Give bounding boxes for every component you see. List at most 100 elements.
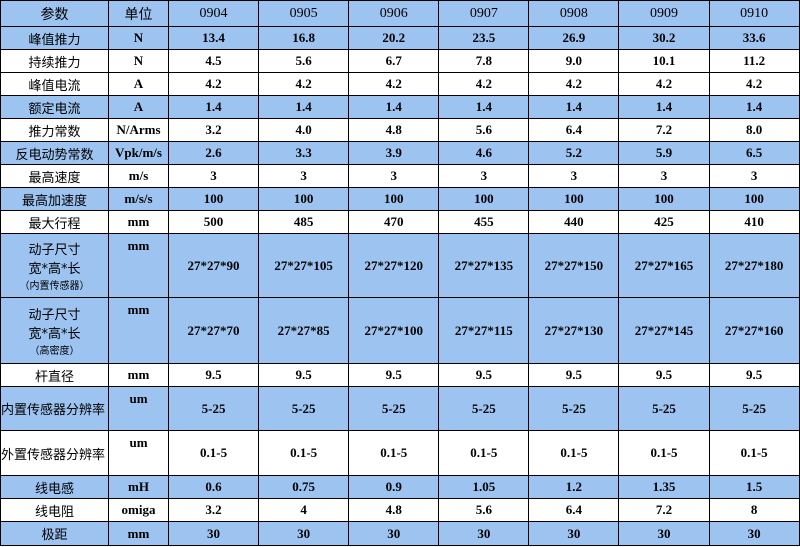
value-cell: 0.9: [348, 475, 440, 499]
value-cell: 5-25: [618, 386, 710, 431]
param-cell: 线电感: [0, 475, 109, 499]
value-cell: 1.4: [167, 95, 260, 119]
value-cell: 16.8: [258, 26, 350, 50]
unit-cell: N: [108, 26, 169, 50]
unit-cell: mm: [108, 521, 169, 546]
param-line: 峰值推力: [28, 32, 81, 48]
value-cell: 3: [708, 164, 800, 188]
unit-cell: um: [108, 430, 169, 476]
value-cell: 1.2: [528, 475, 620, 499]
value-cell: 6.5: [708, 141, 800, 165]
param-cell: 持续推力: [0, 49, 109, 73]
data-row: 线电阻 omiga 3.2 4 4.8 5.6 6.4 7.2 8: [0, 498, 800, 522]
unit-cell: mm: [108, 297, 169, 364]
value-cell: 4.8: [348, 498, 440, 522]
data-row: 动子尺寸 宽*高*长 （高密度） mm 27*27*70 27*27*85 27*27*10…: [0, 297, 800, 364]
param-line: 杆直径: [34, 369, 74, 385]
value-cell: 0.75: [258, 475, 350, 499]
value-cell: 27*27*135: [438, 233, 530, 298]
value-cell: 4.2: [528, 72, 620, 96]
value-cell: 27*27*120: [348, 233, 440, 298]
data-row: 线电感 mH 0.6 0.75 0.9 1.05 1.2 1.35 1.5: [0, 475, 800, 499]
param-line: 外置传感器分辨率: [1, 447, 106, 463]
value-cell: 500: [167, 210, 260, 234]
value-cell: 100: [708, 187, 800, 211]
value-cell: 9.5: [528, 363, 620, 387]
value-cell: 5-25: [258, 386, 350, 431]
value-cell: 5-25: [708, 386, 800, 431]
param-cell: 最高速度: [0, 164, 109, 188]
param-cell: 峰值电流: [0, 72, 109, 96]
unit-cell: omiga: [108, 498, 169, 522]
param-line: （高密度）: [29, 346, 80, 357]
unit-cell: Vpk/m/s: [108, 141, 169, 165]
value-cell: 30.2: [618, 26, 710, 50]
unit-cell: mm: [108, 363, 169, 387]
param-cell: 外置传感器分辨率: [0, 430, 109, 476]
value-cell: 3.3: [258, 141, 350, 165]
value-cell: 485: [258, 210, 350, 234]
value-cell: 30: [167, 521, 260, 546]
value-cell: 10.1: [618, 49, 710, 73]
value-cell: 1.4: [708, 95, 800, 119]
data-row: 最大行程 mm 500 485 470 455 440 425 410: [0, 210, 800, 234]
unit-cell: m/s/s: [108, 187, 169, 211]
value-cell: 4.6: [438, 141, 530, 165]
value-cell: 1.4: [348, 95, 440, 119]
header-cell: 0907: [438, 0, 530, 27]
value-cell: 5.6: [438, 118, 530, 142]
value-cell: 30: [528, 521, 620, 546]
header-cell: 0909: [618, 0, 710, 27]
param-cell: 反电动势常数: [0, 141, 109, 165]
header-cell: 参数: [0, 0, 109, 27]
value-cell: 7.2: [618, 498, 710, 522]
value-cell: 4.2: [167, 72, 260, 96]
value-cell: 0.1-5: [528, 430, 620, 476]
value-cell: 0.1-5: [438, 430, 530, 476]
param-cell: 内置传感器分辨率: [0, 386, 109, 431]
value-cell: 9.5: [618, 363, 710, 387]
value-cell: 455: [438, 210, 530, 234]
value-cell: 9.5: [348, 363, 440, 387]
param-line: 最高速度: [28, 170, 81, 186]
data-row: 峰值电流 A 4.2 4.2 4.2 4.2 4.2 4.2 4.2: [0, 72, 800, 96]
data-row: 峰值推力 N 13.4 16.8 20.2 23.5 26.9 30.2 33.6: [0, 26, 800, 50]
value-cell: 4.2: [618, 72, 710, 96]
value-cell: 1.4: [438, 95, 530, 119]
value-cell: 9.0: [528, 49, 620, 73]
unit-cell: mm: [108, 233, 169, 298]
param-line: 最高加速度: [21, 193, 87, 209]
value-cell: 5.6: [258, 49, 350, 73]
data-row: 最高加速度 m/s/s 100 100 100 100 100 100 100: [0, 187, 800, 211]
value-cell: 30: [258, 521, 350, 546]
value-cell: 100: [258, 187, 350, 211]
param-line: 线电阻: [34, 504, 74, 520]
value-cell: 5-25: [528, 386, 620, 431]
value-cell: 0.6: [167, 475, 260, 499]
param-cell: 额定电流: [0, 95, 109, 119]
header-cell: 单位: [108, 0, 169, 27]
value-cell: 5-25: [167, 386, 260, 431]
value-cell: 4.0: [258, 118, 350, 142]
param-line: 动子尺寸: [28, 308, 81, 323]
param-line: 极距: [41, 528, 68, 543]
value-cell: 23.5: [438, 26, 530, 50]
value-cell: 3: [618, 164, 710, 188]
value-cell: 3: [348, 164, 440, 188]
value-cell: 26.9: [528, 26, 620, 50]
value-cell: 0.1-5: [348, 430, 440, 476]
param-line: 额定电流: [28, 101, 81, 117]
value-cell: 7.2: [618, 118, 710, 142]
value-cell: 27*27*160: [708, 297, 800, 364]
data-row: 极距 mm 30 30 30 30 30 30 30: [0, 521, 800, 546]
param-cell: 最大行程: [0, 210, 109, 234]
param-line: 宽*高*长: [28, 327, 81, 342]
value-cell: 27*27*165: [618, 233, 710, 298]
value-cell: 100: [438, 187, 530, 211]
param-cell: 线电阻: [0, 498, 109, 522]
data-row: 杆直径 mm 9.5 9.5 9.5 9.5 9.5 9.5 9.5: [0, 363, 800, 387]
header-row: 参数 单位 0904 0905 0906 0907 0908 0909 0910: [0, 0, 800, 27]
value-cell: 100: [618, 187, 710, 211]
value-cell: 3: [438, 164, 530, 188]
value-cell: 3.2: [167, 118, 260, 142]
